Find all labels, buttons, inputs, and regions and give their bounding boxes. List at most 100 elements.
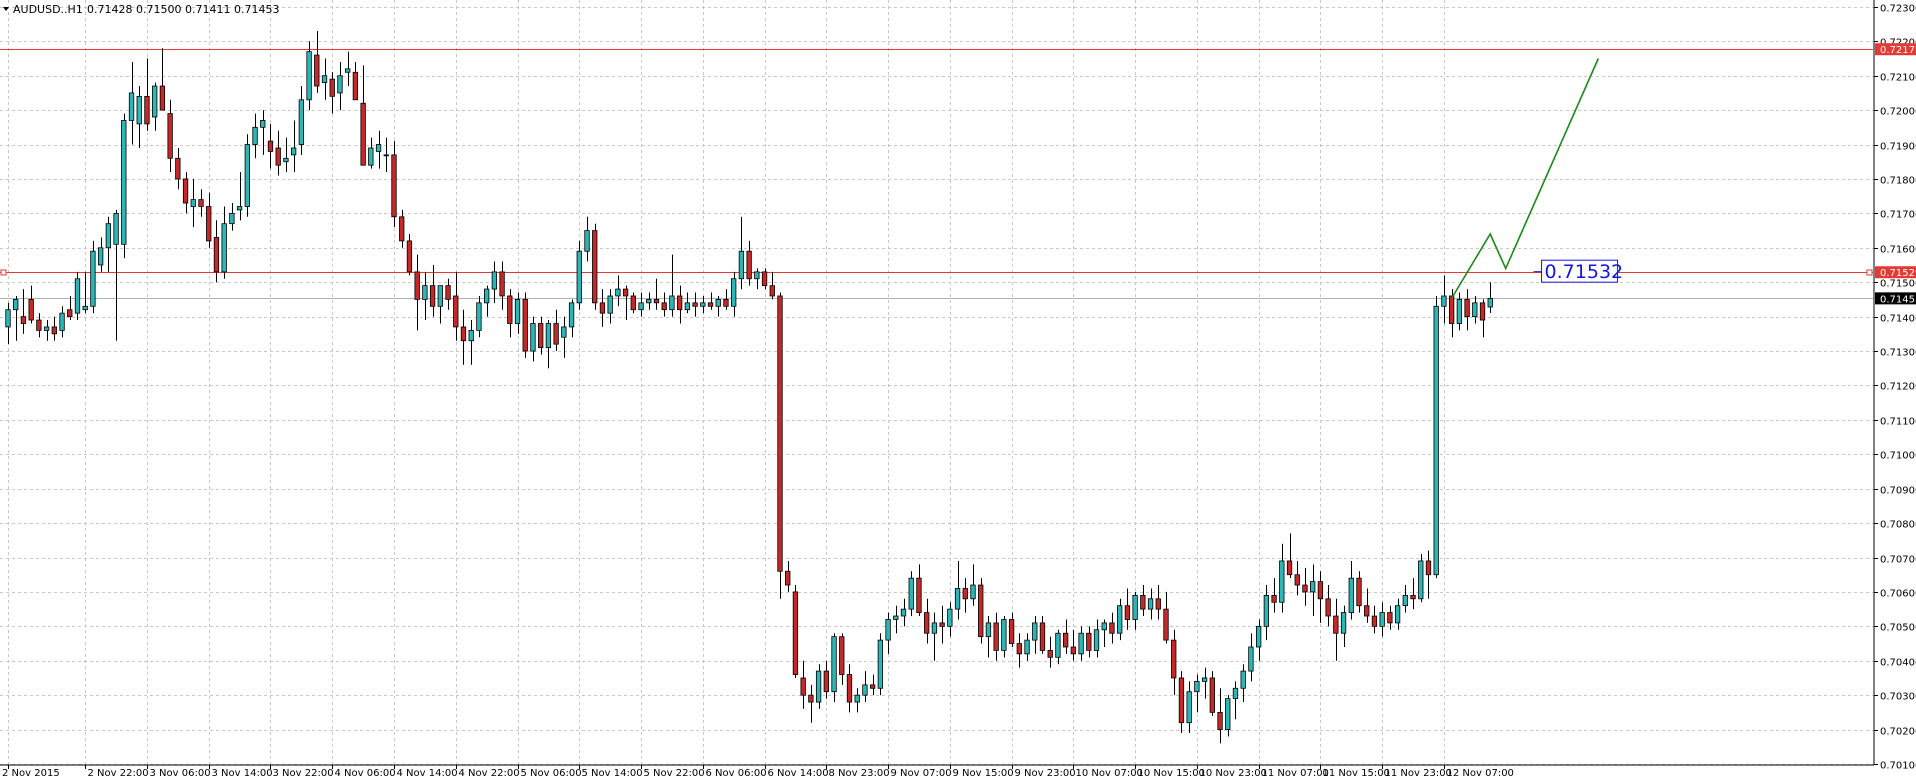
candle-body-bull xyxy=(244,144,250,207)
time-tick-label: 11 Nov 23:00 xyxy=(1385,768,1452,778)
candle xyxy=(182,172,189,214)
candle xyxy=(568,299,575,338)
candle xyxy=(1333,598,1339,661)
candle-body-bull xyxy=(491,271,498,290)
candle-body-bear xyxy=(800,677,806,696)
candle xyxy=(1101,619,1107,647)
forecast-polyline[interactable] xyxy=(1450,58,1600,299)
candle xyxy=(661,292,667,317)
candle xyxy=(676,285,683,324)
candle xyxy=(321,58,328,100)
candle-body-bear xyxy=(67,309,73,318)
candle-body-bull xyxy=(615,288,621,297)
candle xyxy=(1433,295,1439,579)
candle-body-bear xyxy=(707,302,714,307)
candle-body-bear xyxy=(916,577,922,613)
price-tag-background xyxy=(1875,292,1916,305)
candle-body-bull xyxy=(561,326,567,338)
candle-body-bear xyxy=(723,299,729,307)
candle xyxy=(785,560,791,592)
time-axis[interactable]: 2 Nov 2015 2 Nov 22:00 3 Nov 06:00 3 Nov 14… xyxy=(2,765,1514,778)
price-annotation[interactable]: 0.71532 xyxy=(1533,259,1624,283)
candle xyxy=(669,254,675,317)
candle xyxy=(1171,629,1177,696)
candle xyxy=(206,192,212,248)
candle-body-bull xyxy=(1379,612,1385,627)
candle-body-bull xyxy=(1093,629,1100,651)
candle-body-bull xyxy=(877,639,884,689)
level-anchor-handle[interactable] xyxy=(0,269,7,276)
candle-body-bull xyxy=(321,75,328,83)
candle xyxy=(105,216,112,272)
candle-body-bear xyxy=(1086,632,1092,651)
time-tick-label: 5 Nov 22:00 xyxy=(644,768,705,778)
candle xyxy=(97,237,104,272)
candle xyxy=(352,61,359,101)
candle-body-bull xyxy=(893,615,899,620)
candle xyxy=(1310,564,1316,617)
candle-body-bull xyxy=(1394,605,1401,624)
candle-body-bear xyxy=(406,240,413,273)
candle xyxy=(1302,567,1308,606)
candle-body-bear xyxy=(692,302,698,307)
forecast-path[interactable] xyxy=(1450,58,1600,299)
candle-body-bear xyxy=(267,140,274,152)
candle-body-bull xyxy=(190,199,196,207)
candle-body-bull xyxy=(684,302,691,311)
candle-body-bull xyxy=(337,75,343,94)
candle-body-bear xyxy=(329,78,335,97)
candle xyxy=(978,578,984,644)
candle xyxy=(1093,619,1100,658)
candle-body-bear xyxy=(391,154,397,218)
candle xyxy=(1410,578,1416,610)
candle-body-bull xyxy=(1078,632,1084,655)
price-axis-background xyxy=(1874,0,1916,778)
candle xyxy=(522,292,528,358)
candle-body-bull xyxy=(5,309,11,328)
time-tick-label: 4 Nov 06:00 xyxy=(335,768,396,778)
time-tick-label: 12 Nov 07:00 xyxy=(1447,768,1514,778)
candle xyxy=(1062,619,1069,654)
candle-body-bear xyxy=(1479,302,1486,321)
time-tick-label: 3 Nov 22:00 xyxy=(273,768,334,778)
candle-body-bull xyxy=(105,223,112,249)
candle xyxy=(885,612,891,654)
candle xyxy=(236,172,243,221)
candle-body-bull xyxy=(437,285,443,307)
candle-body-bull xyxy=(1441,295,1447,307)
candle xyxy=(576,240,582,310)
candle-body-bull xyxy=(1240,670,1246,689)
candle xyxy=(1078,626,1084,661)
candle xyxy=(1271,578,1277,613)
level-anchor-handle[interactable] xyxy=(1866,269,1873,276)
candle-body-bull xyxy=(900,608,907,617)
candle-body-bear xyxy=(653,299,660,304)
annotation-box[interactable] xyxy=(1541,259,1619,283)
candle xyxy=(175,147,181,190)
candle-body-bull xyxy=(1225,698,1231,730)
triangle-down-icon[interactable] xyxy=(3,7,9,11)
time-tick-label: 11 Nov 15:00 xyxy=(1323,768,1390,778)
price-tag-label: 0.71453 xyxy=(1880,294,1916,305)
candle xyxy=(445,278,451,310)
candle xyxy=(144,58,150,131)
candle-body-bear xyxy=(1124,605,1131,620)
candle-body-bear xyxy=(538,323,544,348)
candle-body-bull xyxy=(290,147,297,156)
candle xyxy=(1279,543,1285,613)
candle-body-bull xyxy=(1117,605,1123,634)
candle-body-bear xyxy=(1410,594,1416,600)
candle-body-bear xyxy=(553,323,559,345)
time-tick-label: 11 Nov 07:00 xyxy=(1262,768,1329,778)
candle xyxy=(43,320,50,341)
candle-body-bear xyxy=(1286,560,1293,576)
candle-body-bear xyxy=(939,622,945,627)
candle-body-bear xyxy=(453,295,459,328)
candle-body-bear xyxy=(360,102,366,166)
candle-body-bull xyxy=(754,271,760,280)
